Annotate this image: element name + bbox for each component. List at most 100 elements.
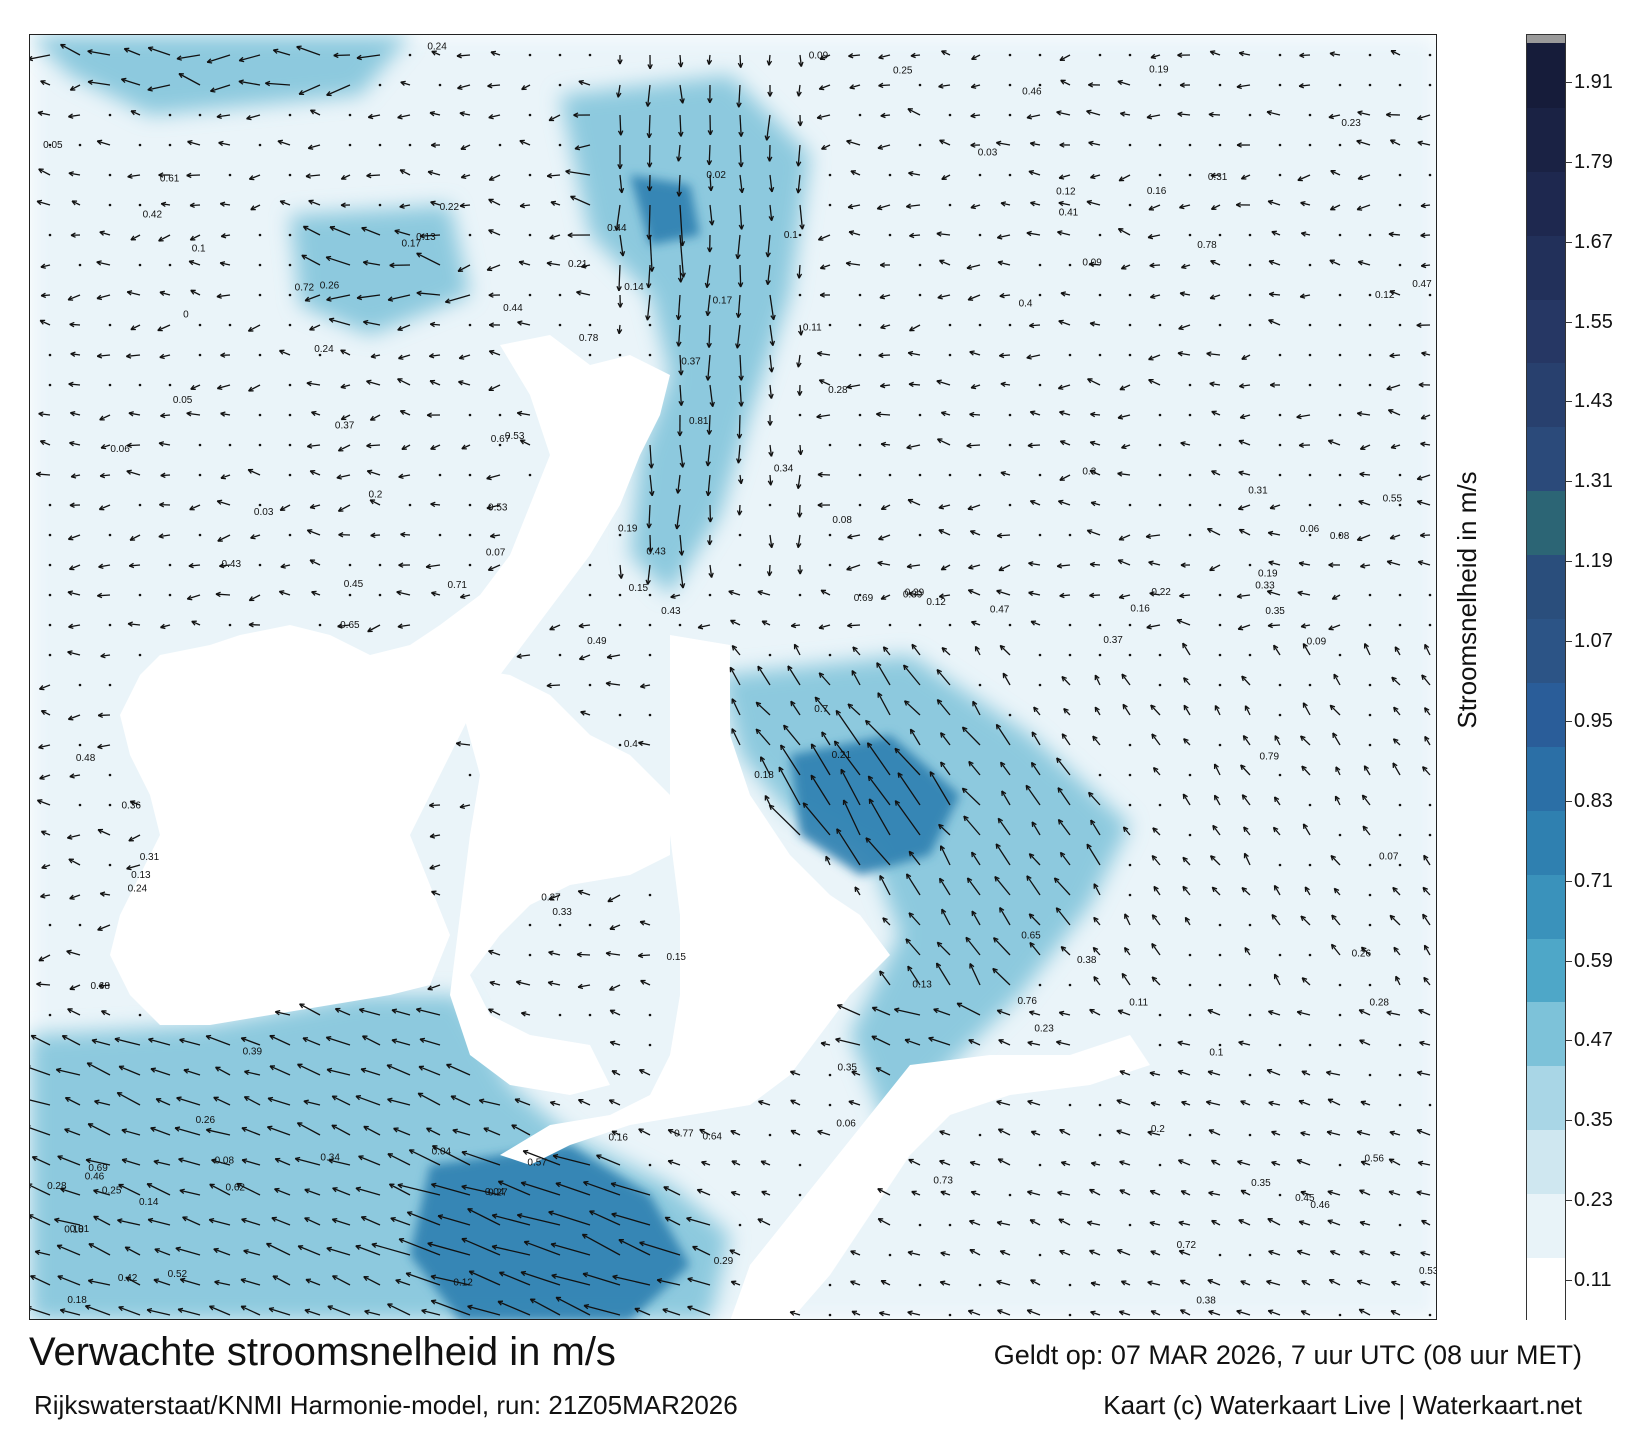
speed-value-label: 0.11 <box>1129 998 1148 1009</box>
current-arrow-head <box>1357 110 1363 113</box>
current-arrow <box>96 261 111 266</box>
current-arrow-head <box>1329 51 1335 54</box>
current-arrow <box>397 378 411 386</box>
current-arrow-head <box>771 367 775 373</box>
current-arrow-head <box>1271 914 1274 920</box>
speed-value-label: 0.05 <box>43 140 63 151</box>
current-arrow-head <box>1030 1279 1035 1285</box>
current-arrow-head <box>941 50 946 56</box>
current-arrow-head <box>731 1190 737 1193</box>
current-arrow <box>939 139 951 146</box>
current-arrow-head <box>707 461 711 467</box>
current-arrow <box>679 444 684 468</box>
current-arrow <box>971 1191 981 1196</box>
current-arrow <box>486 264 501 271</box>
speed-value-label: 0.52 <box>168 1269 188 1280</box>
current-arrow <box>619 234 624 257</box>
current-arrow-head <box>1031 821 1037 826</box>
current-arrow <box>417 1092 441 1106</box>
current-arrow <box>362 1035 381 1046</box>
current-arrow-head <box>848 1100 854 1103</box>
current-arrow <box>1388 1158 1401 1166</box>
current-arrow-head <box>269 1065 274 1071</box>
current-arrow-head <box>153 1279 158 1284</box>
current-arrow-head <box>308 200 313 205</box>
current-arrow-head <box>846 139 852 142</box>
current-arrow <box>1299 84 1311 87</box>
current-arrow-head <box>126 355 132 359</box>
current-arrow-head <box>175 1246 181 1249</box>
current-arrow-head <box>797 188 802 194</box>
current-arrow <box>1300 294 1311 298</box>
current-arrow-head <box>1360 563 1365 568</box>
speed-value-label: 0.04 <box>485 1187 505 1198</box>
calm-point <box>48 533 52 537</box>
calm-point <box>1188 233 1192 237</box>
current-arrow <box>218 142 231 146</box>
current-arrow <box>1418 1161 1431 1166</box>
calm-point <box>1248 1253 1252 1257</box>
current-arrow <box>272 1275 291 1286</box>
calm-point <box>1068 653 1072 657</box>
calm-point <box>1248 233 1252 237</box>
current-arrow-head <box>1030 621 1035 626</box>
current-arrow <box>1328 439 1341 446</box>
current-arrow-head <box>1183 677 1186 683</box>
speed-value-label: 0.49 <box>587 636 607 647</box>
current-arrow <box>1124 913 1131 926</box>
current-arrow-head <box>189 204 195 209</box>
current-arrow <box>738 84 741 108</box>
current-arrow-head <box>68 623 73 628</box>
current-arrow <box>909 324 921 332</box>
current-arrow <box>760 756 771 776</box>
current-arrow-head <box>647 64 651 70</box>
current-arrow-head <box>1360 1161 1366 1166</box>
current-arrow-head <box>388 1183 393 1189</box>
current-arrow-head <box>882 646 886 652</box>
current-arrow <box>546 262 561 266</box>
current-arrow <box>364 1310 381 1316</box>
calm-point <box>1158 443 1162 447</box>
current-arrow <box>769 354 773 373</box>
calm-point <box>828 1313 832 1317</box>
current-arrow-head <box>406 1211 412 1217</box>
current-arrow-head <box>71 200 76 206</box>
speed-value-label: 0.09 <box>809 51 829 62</box>
current-arrow <box>881 504 891 510</box>
colorbar-tick-mark <box>1566 800 1572 802</box>
current-arrow-head <box>1093 916 1099 921</box>
calm-point <box>468 233 472 237</box>
current-arrow <box>1268 531 1281 536</box>
speed-value-label: 0.71 <box>448 580 468 591</box>
current-arrow-head <box>791 625 797 629</box>
current-arrow-head <box>1388 231 1394 235</box>
current-arrow <box>1121 1280 1131 1286</box>
current-arrow-head <box>997 818 1000 824</box>
current-arrow <box>400 410 411 416</box>
current-arrow <box>1030 1279 1041 1286</box>
current-arrow <box>1424 736 1431 746</box>
current-arrow-head <box>70 411 76 414</box>
current-arrow-head <box>574 145 580 150</box>
current-arrow-head <box>70 232 76 236</box>
current-arrow <box>1417 1071 1431 1076</box>
current-arrow-head <box>429 110 436 114</box>
current-arrow <box>963 815 981 836</box>
current-arrow-head <box>1120 264 1126 270</box>
calm-point <box>1428 623 1432 627</box>
current-arrow-head <box>1055 907 1059 913</box>
current-arrow-head <box>992 967 998 971</box>
current-arrow <box>640 684 651 688</box>
current-arrow-head <box>1060 946 1064 952</box>
current-arrow <box>1418 1009 1431 1016</box>
current-arrow-head <box>1300 735 1303 741</box>
current-arrow-head <box>94 1099 100 1102</box>
current-arrow-head <box>1417 118 1423 121</box>
current-arrow-head <box>41 863 46 869</box>
current-arrow <box>179 1189 201 1196</box>
current-arrow <box>1211 470 1221 476</box>
current-arrow-head <box>296 1122 301 1128</box>
current-arrow <box>460 204 471 207</box>
current-arrow <box>1210 50 1221 56</box>
current-arrow-head <box>735 253 739 260</box>
